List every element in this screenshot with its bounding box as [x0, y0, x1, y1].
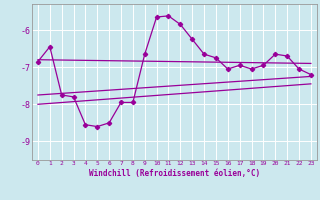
- X-axis label: Windchill (Refroidissement éolien,°C): Windchill (Refroidissement éolien,°C): [89, 169, 260, 178]
